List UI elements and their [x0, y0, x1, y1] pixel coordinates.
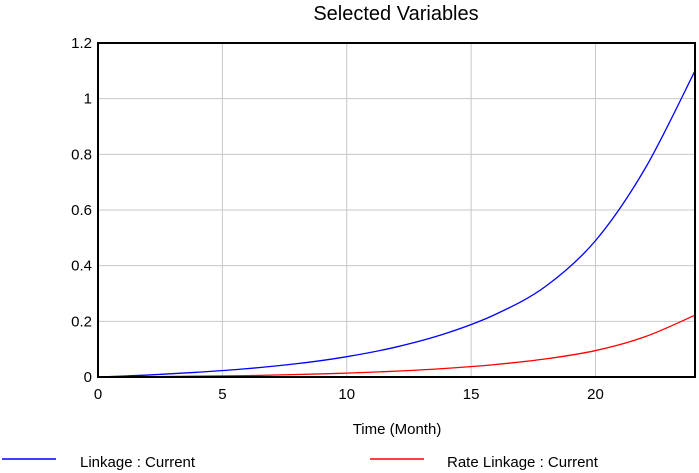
series-line-2 [97, 314, 696, 378]
y-tick-label: 0.6 [71, 202, 92, 219]
y-tick-label: 1 [84, 91, 92, 108]
y-tick-label: 0.2 [71, 313, 92, 330]
legend-label-1: Linkage : Current [80, 454, 196, 471]
x-tick-label: 20 [587, 386, 604, 403]
legend-label-2: Rate Linkage : Current [447, 454, 599, 471]
axis-ticks: 0 5 10 15 20 0 0.2 0.4 0.6 0.8 1 1.2 [71, 35, 604, 403]
x-tick-label: 10 [338, 386, 355, 403]
series-lines [97, 70, 696, 378]
y-tick-label: 0 [84, 369, 92, 386]
y-tick-label: 1.2 [71, 35, 92, 52]
x-tick-label: 5 [218, 386, 226, 403]
y-tick-label: 0.8 [71, 146, 92, 163]
series-line-1 [97, 70, 696, 378]
grid-lines [98, 43, 695, 377]
y-tick-label: 0.4 [71, 258, 92, 275]
x-axis-label: Time (Month) [353, 421, 442, 438]
chart-title: Selected Variables [313, 3, 478, 25]
legend: Linkage : Current Rate Linkage : Current [2, 454, 599, 471]
plot-frame [97, 42, 696, 378]
x-tick-label: 0 [94, 386, 102, 403]
x-tick-label: 15 [463, 386, 480, 403]
